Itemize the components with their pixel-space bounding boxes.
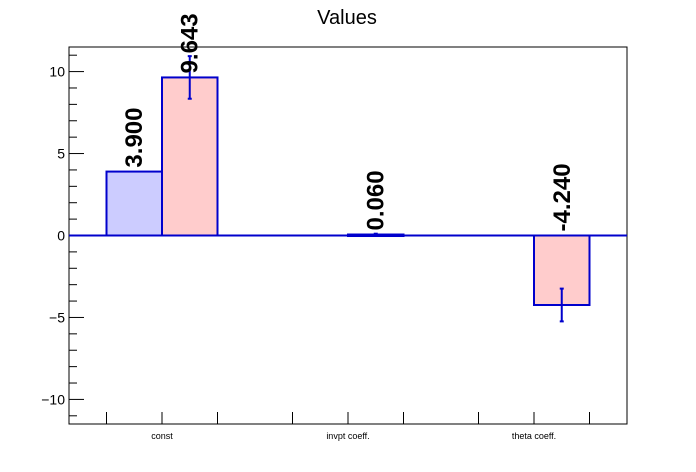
x-category-label: invpt coeff. [326, 431, 369, 441]
data-label: 3.900 [121, 108, 148, 168]
y-tick-label: −10 [41, 391, 65, 407]
chart-title: Values [317, 7, 377, 29]
y-tick-label: 10 [49, 64, 65, 80]
y-tick-label: 0 [57, 228, 65, 244]
y-tick-label: −5 [49, 309, 65, 325]
bars [69, 55, 627, 323]
bar [105, 170, 163, 237]
data-label: 9.643 [177, 13, 204, 73]
bar [161, 76, 219, 237]
data-label: 0.060 [363, 170, 390, 230]
y-tick-label: 5 [57, 146, 65, 162]
axes: −10 −5 0 5 10 const invpt coeff. theta coeff. [41, 46, 628, 441]
x-category-label: const [151, 431, 173, 441]
data-label: -4.240 [549, 163, 576, 231]
x-category-label: theta coeff. [512, 431, 556, 441]
data-labels: 3.900 9.643 0.060 -4.240 [121, 13, 576, 231]
